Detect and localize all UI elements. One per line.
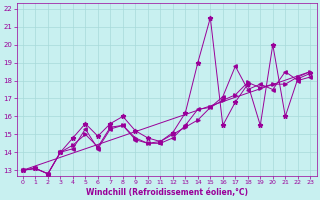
- X-axis label: Windchill (Refroidissement éolien,°C): Windchill (Refroidissement éolien,°C): [85, 188, 248, 197]
